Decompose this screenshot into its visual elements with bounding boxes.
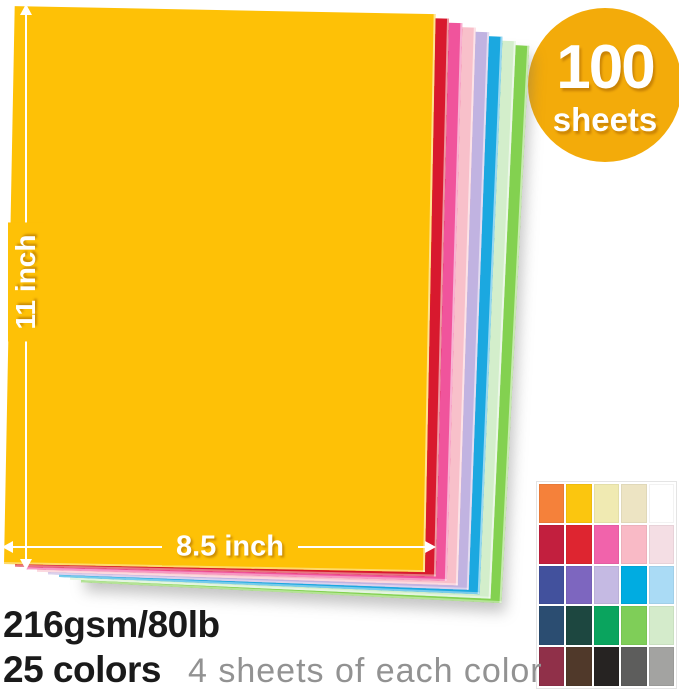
paper-weight-text: 216gsm/80lb [3, 604, 220, 645]
palette-swatch-gray [648, 647, 674, 686]
palette-swatch-purple [566, 565, 592, 605]
palette-swatch-brown [566, 647, 592, 686]
sheet-count-badge: 100 sheets [528, 8, 679, 162]
height-dimension-label: 11 inch [8, 222, 44, 342]
palette-swatch-lime-green [621, 606, 647, 646]
paper-sheet-gold [4, 6, 436, 573]
palette-swatch-lavender [593, 565, 620, 605]
arrow-right-icon [425, 541, 436, 553]
palette-swatch-steel-blue [539, 606, 565, 646]
palette-swatch-crimson [539, 524, 565, 564]
palette-swatch-white [648, 484, 674, 523]
palette-swatch-red [566, 524, 592, 564]
palette-swatch-orange [539, 484, 565, 523]
palette-swatch-navy-blue [539, 565, 565, 605]
palette-swatch-gold [566, 484, 592, 523]
palette-swatch-burgundy [539, 647, 565, 686]
color-palette [536, 481, 677, 689]
palette-swatch-black [593, 647, 620, 686]
spec-row: 25 colors 4 sheets of each color [3, 649, 543, 691]
palette-swatch-dark-gray [621, 647, 647, 686]
palette-swatch-ivory [593, 484, 620, 523]
palette-swatch-blush [648, 524, 674, 564]
sheet-count: 100 [556, 32, 655, 102]
arrow-down-icon [20, 559, 32, 570]
arrow-up-icon [20, 4, 32, 15]
width-dimension-label: 8.5 inch [162, 528, 298, 566]
sheets-per-color-text: 4 sheets of each color [187, 652, 543, 690]
arrow-left-icon [2, 541, 13, 553]
sheet-count-unit: sheets [552, 100, 658, 138]
palette-swatch-green [593, 606, 620, 646]
color-count-text: 25 colors [3, 649, 161, 690]
palette-swatch-sky-blue [648, 565, 674, 605]
palette-swatch-mint [648, 606, 674, 646]
palette-swatch-hot-pink [593, 524, 620, 564]
palette-swatch-pink [621, 524, 647, 564]
palette-swatch-cyan [621, 565, 647, 605]
palette-swatch-cream [621, 484, 647, 523]
palette-swatch-pine-green [566, 606, 592, 646]
